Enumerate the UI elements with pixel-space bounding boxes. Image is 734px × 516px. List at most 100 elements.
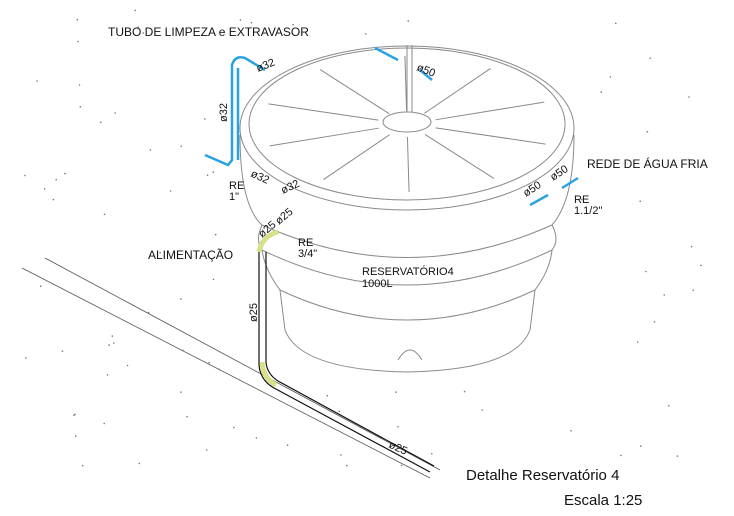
dimension: ø25 [248,303,260,322]
dimension: ø25 [273,206,295,227]
hatch-dot [180,391,182,393]
hatch-dot [464,391,466,393]
hatch-dot [77,41,79,43]
hatch-dot [112,335,114,337]
hatch-dot [40,285,42,287]
caption-scale: Escala 1:25 [564,492,642,509]
lid-rib [320,70,389,114]
hatch-dot [663,294,665,296]
lid-rib [407,137,409,192]
hatch-dot [677,455,679,457]
hatch-dot [407,20,409,22]
hatch-dot [688,96,690,98]
hatch-dot [600,91,602,93]
hatch-dot [287,444,289,446]
tank-capacity: 1000L [362,278,393,290]
hatch-dot [215,234,217,236]
hatch-dot [114,112,116,114]
hatch-dot [610,76,612,78]
hatch-dot [481,409,483,411]
hatch-dot [213,171,215,173]
hatch-dot [73,415,75,417]
hatch-dot [365,33,367,35]
hatch-dot [640,445,642,447]
hatch-dot [654,321,656,323]
lid-rib [435,102,544,120]
hatch-dot [401,465,403,467]
hatch-dot [180,145,182,147]
pipe-title: TUBO DE LIMPEZA e EXTRAVASOR [108,25,309,39]
hatch-dot [213,279,215,281]
dimension: ø32 [218,103,230,122]
hatch-dot [206,449,208,451]
hatch-dot [150,149,152,151]
hatch-dot [148,312,150,314]
hatch-dot [75,435,77,437]
hatch-dot [170,190,172,192]
hatch-dot [218,369,220,371]
fitting-size: 3/4" [298,248,317,260]
lid-rib [436,128,546,144]
hatch-dot [645,271,647,273]
dimension: ø50 [415,62,437,80]
tank-name: RESERVATÓRIO4 [362,265,454,278]
hatch-dot [240,19,242,21]
hatch-dot [180,298,182,300]
hatch-dots [24,10,702,467]
hatch-dot [107,374,109,376]
hatch-dot [134,10,136,12]
fitting-size: 1" [229,191,239,203]
hatch-dot [431,453,433,455]
hatch-dot [55,179,57,181]
cold-water-label: REDE DE ÁGUA FRIA [587,156,708,171]
hatch-dot [108,344,110,346]
dimension: ø32 [279,178,301,197]
tank [240,45,574,372]
hatch-dot [691,246,693,248]
hatch-dot [80,106,82,108]
hatch-dot [139,463,141,465]
hatch-dot [570,430,572,432]
hatch-dot [103,423,105,425]
lid-rib [323,135,389,180]
hatch-dot [615,23,617,25]
hatch-dot [100,121,102,123]
hatch-dot [326,395,328,397]
hatch-dot [104,214,106,216]
hatch-dot [637,341,639,343]
ground-lines [22,258,440,478]
hatch-dot [692,289,694,291]
hatch-dot [233,427,235,429]
dimension: ø32 [249,168,271,187]
feed-label: ALIMENTAÇÃO [148,248,233,262]
lid-rib [425,134,494,178]
dimension: ø32 [255,57,277,75]
hatch-dot [397,426,399,428]
hatch-dot [113,342,115,344]
hatch-dot [256,437,258,439]
hatch-dot [62,350,64,352]
lid-rib [270,128,379,146]
hatch-dot [186,416,188,418]
hatch-dot [127,365,129,367]
caption-title: Detalhe Reservatório 4 [466,467,619,484]
hatch-dot [340,454,342,456]
hatch-dot [700,265,702,267]
dimension: ø25 [387,439,409,458]
hatch-dot [251,22,253,24]
hatch-dot [44,188,46,190]
hatch-dot [64,173,66,175]
hatch-dot [24,175,26,177]
hatch-dot [395,391,397,393]
hatch-dot [668,405,670,407]
hatch-dot [649,57,651,59]
hatch-dot [207,175,209,177]
hatch-dot [620,455,622,457]
hatch-dot [53,199,55,201]
hatch-dot [208,362,210,364]
hatch-dot [25,357,27,359]
lid-rib [405,56,407,111]
dimension: ø50 [548,163,570,183]
hatch-dot [647,131,649,133]
hatch-dot [346,465,348,467]
